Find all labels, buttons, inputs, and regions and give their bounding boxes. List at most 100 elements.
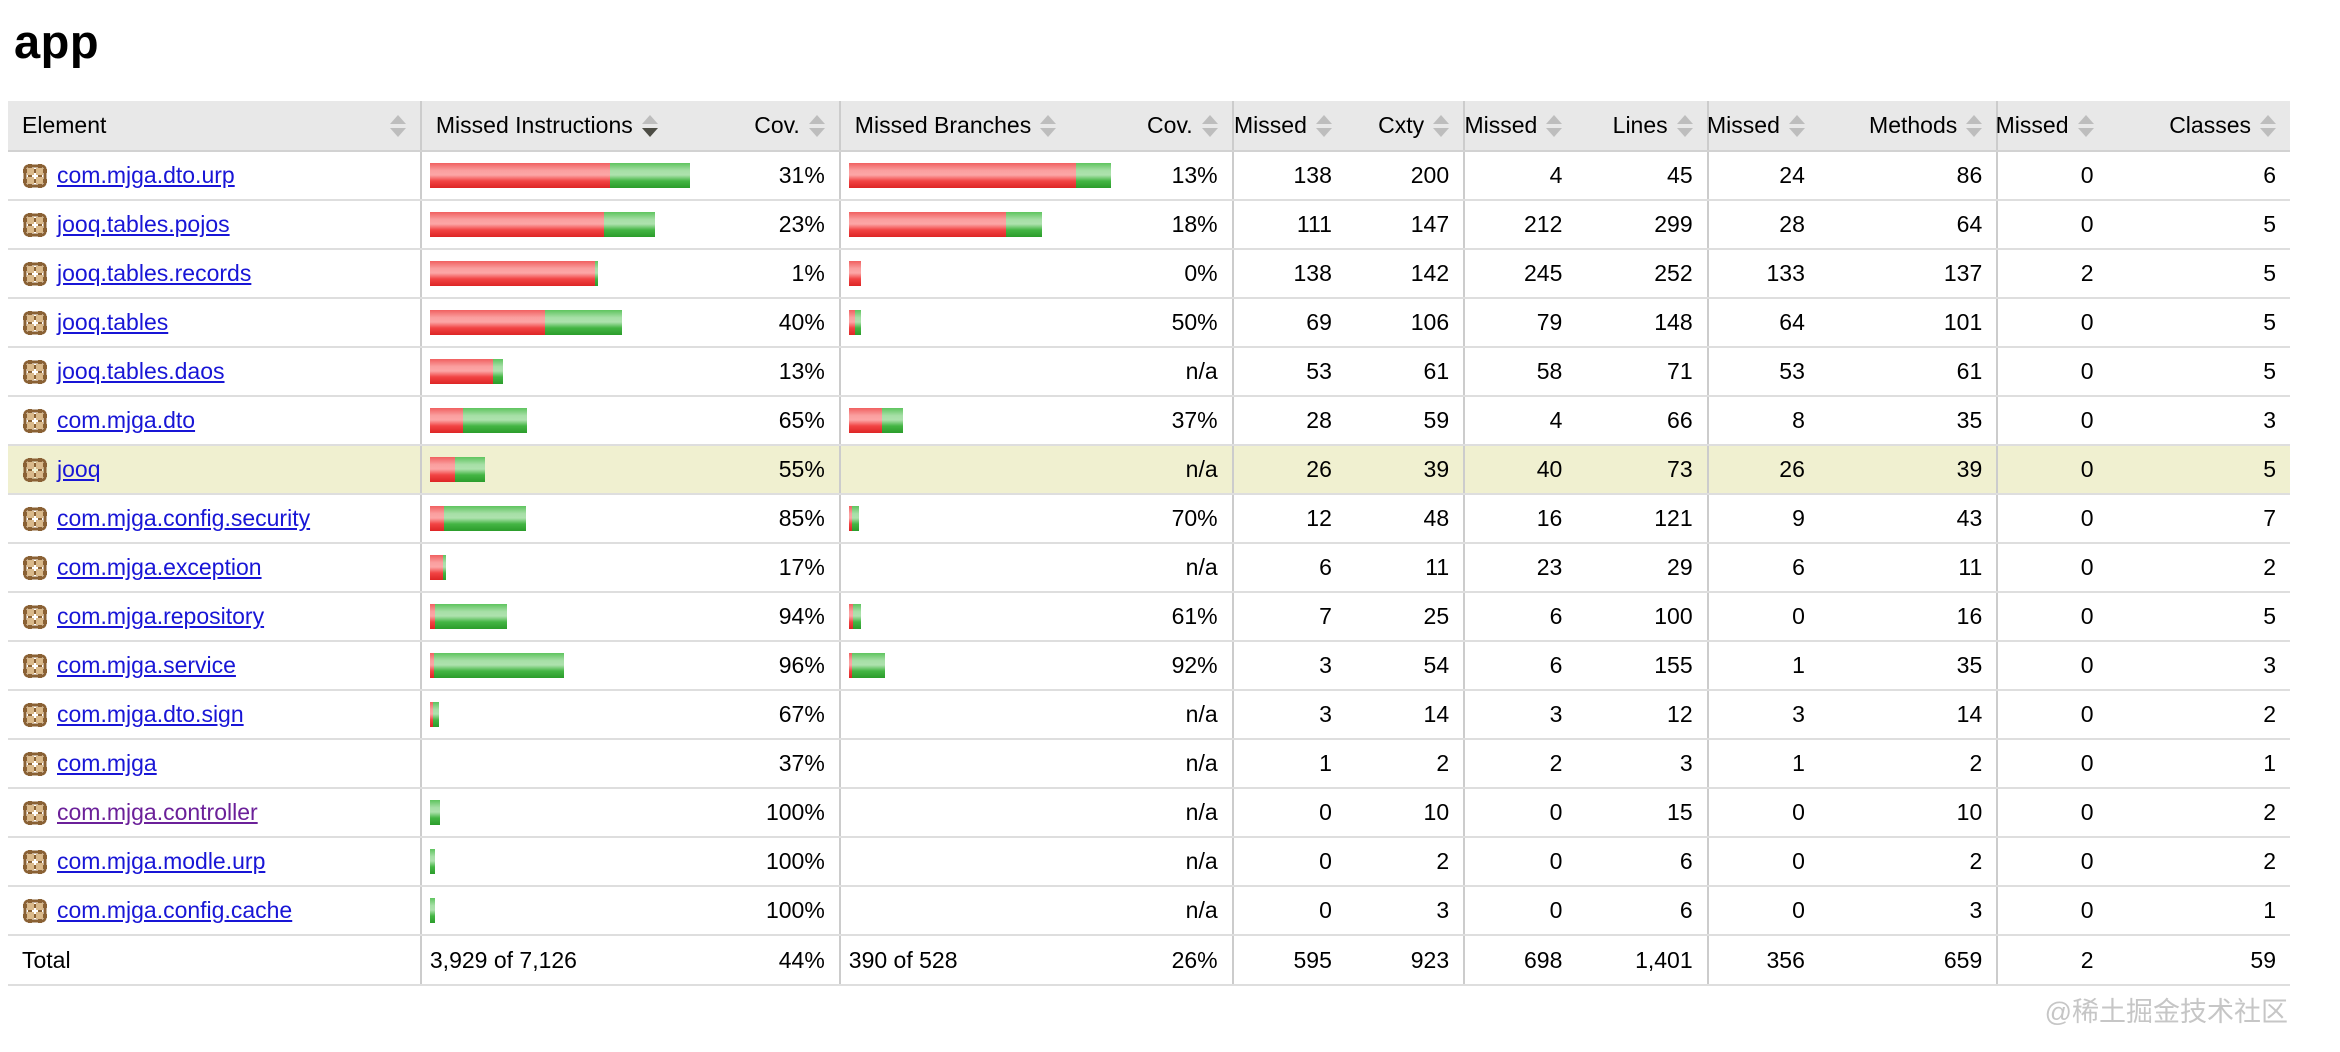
instructions-coverage-pct: 100%	[713, 788, 840, 838]
column-header-cxty[interactable]: Cxty	[1345, 101, 1465, 152]
missed-lines: 6	[1463, 641, 1577, 691]
package-link[interactable]: com.mjga.exception	[57, 554, 262, 580]
missed-cxty: 28	[1231, 396, 1346, 446]
total-branches-cov: 26%	[1135, 935, 1233, 986]
column-header-missed-branches[interactable]: Missed Branches	[838, 101, 1136, 152]
total-instructions-cov: 44%	[713, 935, 840, 986]
methods: 14	[1818, 690, 1998, 740]
instructions-coverage-bar	[429, 800, 706, 825]
classes: 7	[2107, 494, 2290, 544]
package-link[interactable]: com.mjga	[57, 750, 157, 776]
package-icon	[22, 751, 48, 777]
column-header-missed[interactable]: Missed	[1996, 101, 2108, 152]
package-icon	[22, 506, 48, 532]
methods: 2	[1818, 739, 1998, 789]
column-header-label: Cov.	[754, 112, 800, 138]
column-header-lines[interactable]: Lines	[1576, 101, 1708, 152]
column-header-label: Classes	[2169, 112, 2251, 138]
package-link[interactable]: jooq.tables.pojos	[57, 211, 230, 237]
missed-lines: 0	[1463, 886, 1577, 936]
sort-icon[interactable]	[1966, 114, 1983, 137]
cxty: 25	[1345, 592, 1465, 642]
package-link[interactable]: com.mjga.dto	[57, 407, 196, 433]
package-link[interactable]: com.mjga.controller	[57, 799, 258, 825]
instructions-coverage-pct: 55%	[713, 445, 840, 495]
missed-methods: 9	[1706, 494, 1819, 544]
package-link[interactable]: jooq.tables.records	[57, 260, 252, 286]
cxty: 59	[1345, 396, 1465, 446]
cxty: 3	[1345, 886, 1465, 936]
column-header-missed-instructions[interactable]: Missed Instructions	[419, 101, 714, 152]
missed-methods: 0	[1706, 592, 1819, 642]
sort-icon[interactable]	[1788, 114, 1805, 137]
missed-methods: 6	[1706, 543, 1819, 593]
instructions-coverage-pct: 23%	[713, 200, 840, 250]
package-link[interactable]: com.mjga.modle.urp	[57, 848, 266, 874]
package-link[interactable]: com.mjga.repository	[57, 603, 265, 629]
methods: 61	[1818, 347, 1998, 397]
methods: 11	[1818, 543, 1998, 593]
cxty: 2	[1345, 837, 1465, 887]
sort-icon[interactable]	[1433, 114, 1450, 137]
column-header-missed[interactable]: Missed	[1706, 101, 1819, 152]
sort-icon[interactable]	[2077, 114, 2094, 137]
branches-coverage-bar	[848, 261, 1128, 286]
missed-lines: 4	[1463, 151, 1577, 201]
package-link[interactable]: jooq.tables	[57, 309, 169, 335]
branches-coverage-pct: n/a	[1135, 543, 1233, 593]
total-lines: 1,401	[1576, 935, 1708, 986]
instructions-coverage-pct: 13%	[713, 347, 840, 397]
lines: 15	[1576, 788, 1708, 838]
missed-lines: 58	[1463, 347, 1577, 397]
column-header-label: Missed	[1234, 112, 1307, 138]
instructions-coverage-pct: 67%	[713, 690, 840, 740]
branches-coverage-bar	[848, 310, 1128, 335]
package-link[interactable]: com.mjga.config.cache	[57, 897, 293, 923]
column-header-label: Missed	[1464, 112, 1538, 138]
package-icon	[22, 408, 48, 434]
missed-classes: 2	[1996, 249, 2108, 299]
sort-icon[interactable]	[1315, 114, 1332, 137]
branches-coverage-bar	[848, 653, 1128, 678]
methods: 64	[1818, 200, 1998, 250]
classes: 2	[2107, 690, 2290, 740]
classes: 5	[2107, 347, 2290, 397]
column-header-missed[interactable]: Missed	[1231, 101, 1346, 152]
package-link[interactable]: com.mjga.dto.sign	[57, 701, 244, 727]
column-header-element[interactable]: Element	[8, 101, 421, 152]
sort-icon[interactable]	[1676, 114, 1693, 137]
sort-icon[interactable]	[641, 114, 658, 137]
instructions-coverage-pct: 65%	[713, 396, 840, 446]
column-header-label: Cxty	[1378, 112, 1425, 138]
instructions-coverage-pct: 17%	[713, 543, 840, 593]
lines: 100	[1576, 592, 1708, 642]
cxty: 48	[1345, 494, 1465, 544]
instructions-coverage-bar	[429, 849, 706, 874]
column-header-missed[interactable]: Missed	[1463, 101, 1577, 152]
table-header-row: Element Missed Instructions Cov. Missed Bra…	[8, 101, 2290, 152]
sort-icon[interactable]	[1040, 114, 1057, 137]
package-link[interactable]: com.mjga.service	[57, 652, 236, 678]
sort-icon[interactable]	[1201, 114, 1218, 137]
package-link[interactable]: com.mjga.config.security	[57, 505, 311, 531]
package-link[interactable]: jooq.tables.daos	[57, 358, 225, 384]
table-row: jooq.tables 40% 50% 69 106 79 148 64 101…	[8, 298, 2290, 348]
total-label: Total	[8, 935, 421, 986]
missed-lines: 23	[1463, 543, 1577, 593]
classes: 1	[2107, 739, 2290, 789]
branches-coverage-pct: n/a	[1135, 690, 1233, 740]
sort-icon[interactable]	[389, 114, 406, 137]
package-link[interactable]: com.mjga.dto.urp	[57, 162, 235, 188]
column-header-cov-[interactable]: Cov.	[713, 101, 840, 152]
package-link[interactable]: jooq	[57, 456, 101, 482]
branches-coverage-pct: n/a	[1135, 347, 1233, 397]
cxty: 200	[1345, 151, 1465, 201]
column-header-classes[interactable]: Classes	[2107, 101, 2290, 152]
missed-cxty: 138	[1231, 249, 1346, 299]
sort-icon[interactable]	[1546, 114, 1563, 137]
sort-icon[interactable]	[808, 114, 825, 137]
column-header-methods[interactable]: Methods	[1818, 101, 1998, 152]
missed-classes: 0	[1996, 641, 2108, 691]
sort-icon[interactable]	[2260, 114, 2276, 137]
column-header-cov-[interactable]: Cov.	[1135, 101, 1233, 152]
